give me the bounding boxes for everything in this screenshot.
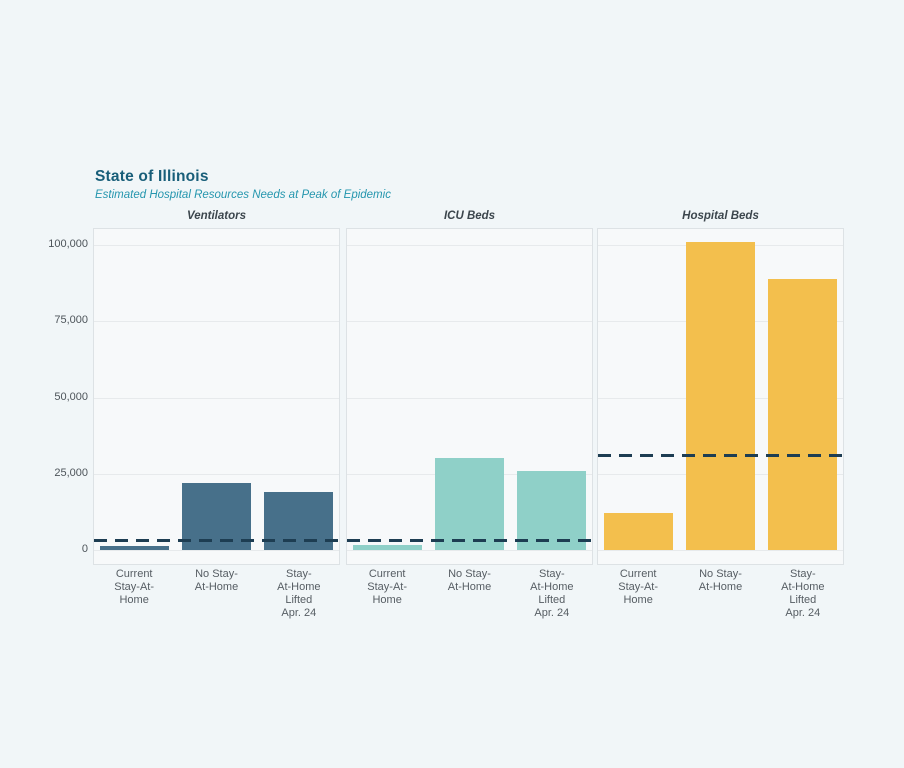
y-axis-tick-label: 25,000	[54, 466, 88, 479]
gridline	[347, 321, 592, 323]
panel-hospital-beds	[597, 228, 844, 565]
y-axis-tick-label: 50,000	[54, 390, 88, 403]
x-axis-tick-label: Current Stay-At- Home	[367, 568, 408, 606]
x-axis-tick-label: Stay- At-Home Lifted Apr. 24	[781, 568, 825, 619]
bar-hospital-beds-1	[686, 241, 755, 550]
gridline	[347, 245, 592, 246]
capacity-line-hospital-beds	[598, 454, 843, 458]
bar-ventilators-0	[99, 546, 169, 550]
x-axis-tick-label: Current Stay-At- Home	[114, 568, 155, 606]
x-axis-tick-label: No Stay- At-Home	[698, 568, 743, 593]
x-axis-tick-label: Stay- At-Home Lifted Apr. 24	[530, 568, 574, 619]
bar-icu-beds-1	[435, 457, 504, 550]
gridline	[94, 473, 339, 475]
chart-subtitle: Estimated Hospital Resources Needs at Pe…	[95, 189, 391, 201]
panel-ventilators	[93, 228, 340, 565]
bar-ventilators-1	[182, 482, 251, 550]
gridline	[94, 245, 339, 246]
x-axis-tick-label: Stay- At-Home Lifted Apr. 24	[277, 568, 321, 619]
y-axis-tick-label: 75,000	[54, 314, 88, 327]
x-axis-tick-label: Current Stay-At- Home	[618, 568, 659, 606]
panel-icu-beds	[346, 228, 593, 565]
capacity-line-icu-beds	[347, 538, 592, 542]
panel-title-ventilators: Ventilators	[186, 210, 246, 222]
gridline	[347, 550, 592, 551]
x-axis-tick-label: No Stay- At-Home	[194, 568, 239, 593]
bar-icu-beds-0	[352, 545, 422, 550]
gridline	[598, 550, 843, 551]
x-axis-tick-label: No Stay- At-Home	[447, 568, 492, 593]
panel-title-icu-beds: ICU Beds	[443, 210, 496, 222]
gridline	[347, 397, 592, 399]
y-axis-tick-label: 0	[81, 543, 88, 555]
y-axis-tick-label: 100,000	[48, 238, 88, 250]
gridline	[94, 321, 339, 323]
chart-title: State of Illinois	[95, 168, 209, 185]
gridline	[94, 397, 339, 399]
bar-hospital-beds-0	[603, 513, 673, 550]
panel-title-hospital-beds: Hospital Beds	[682, 210, 759, 222]
bar-hospital-beds-2	[768, 278, 838, 550]
capacity-line-ventilators	[94, 538, 339, 542]
bar-icu-beds-2	[517, 470, 587, 550]
gridline	[94, 550, 339, 551]
